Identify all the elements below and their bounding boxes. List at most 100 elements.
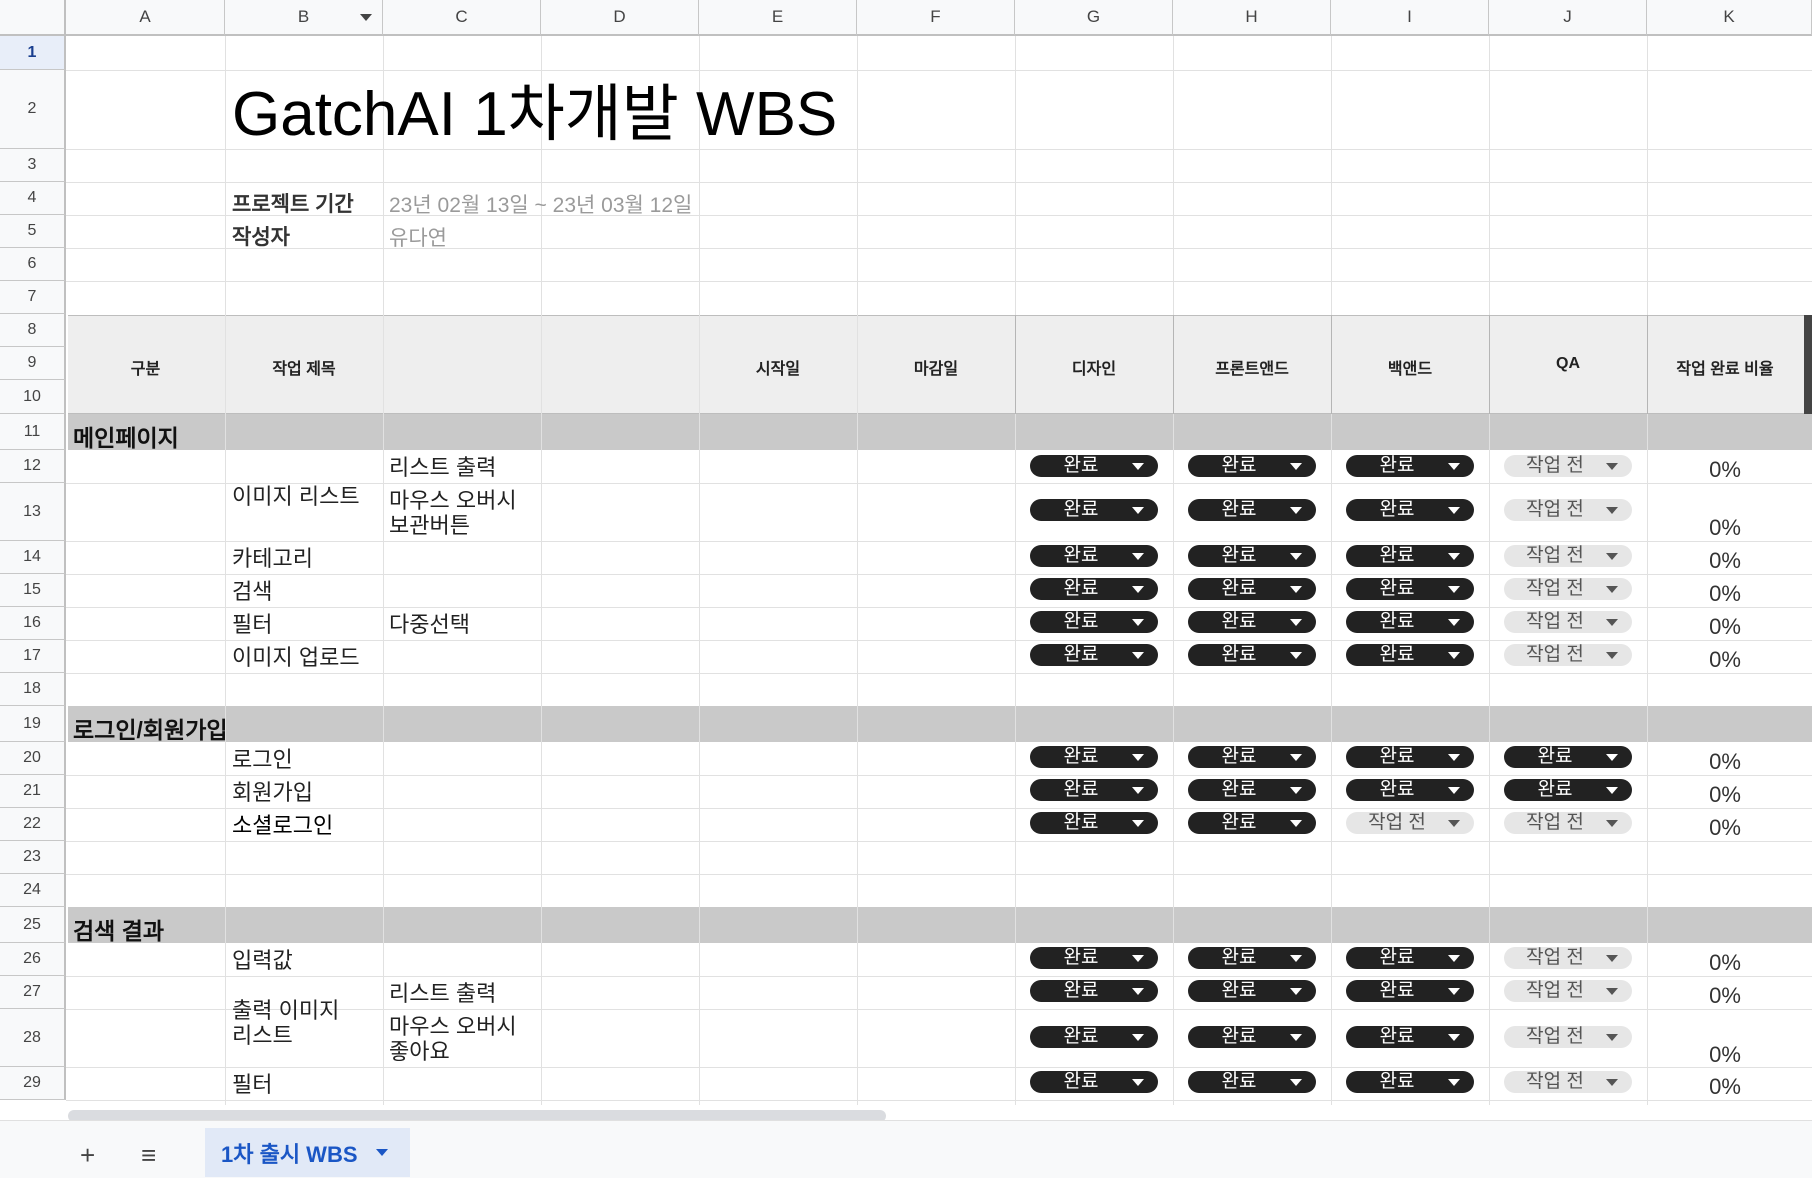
task-detail[interactable]: 마우스 오버시 — [389, 1014, 517, 1039]
task-detail[interactable]: 마우스 오버시 — [389, 488, 517, 513]
horizontal-scrollbar[interactable] — [68, 1110, 886, 1122]
row-header-18[interactable]: 18 — [0, 673, 66, 706]
design-status-dropdown[interactable]: 완료 — [1030, 611, 1158, 633]
row-header-16[interactable]: 16 — [0, 607, 66, 640]
row-header-15[interactable]: 15 — [0, 574, 66, 607]
design-status-dropdown[interactable]: 완료 — [1030, 1026, 1158, 1048]
column-header-g[interactable]: G — [1015, 0, 1173, 36]
row-header-10[interactable]: 10 — [0, 380, 66, 414]
design-status-dropdown[interactable]: 완료 — [1030, 644, 1158, 666]
completion-percent[interactable]: 0% — [1709, 614, 1741, 639]
row-header-29[interactable]: 29 — [0, 1067, 66, 1100]
design-status-dropdown[interactable]: 완료 — [1030, 947, 1158, 969]
qa-status-dropdown[interactable]: 작업 전 — [1504, 611, 1632, 633]
task-title[interactable]: 소셜로그인 — [232, 813, 334, 838]
completion-percent[interactable]: 0% — [1709, 1042, 1741, 1067]
row-header-12[interactable]: 12 — [0, 450, 66, 483]
completion-percent[interactable]: 0% — [1709, 950, 1741, 975]
task-title[interactable]: 이미지 리스트 — [232, 484, 360, 509]
column-header-c[interactable]: C — [383, 0, 541, 36]
sheet-tab-chevron-down-icon[interactable] — [375, 1149, 388, 1156]
task-detail[interactable]: 보관버튼 — [389, 513, 470, 538]
frontend-status-dropdown[interactable]: 완료 — [1188, 455, 1316, 477]
task-title[interactable]: 출력 이미지 — [232, 998, 340, 1023]
backend-status-dropdown[interactable]: 완료 — [1346, 578, 1474, 600]
row-header-28[interactable]: 28 — [0, 1009, 66, 1067]
frontend-status-dropdown[interactable]: 완료 — [1188, 545, 1316, 567]
frontend-status-dropdown[interactable]: 완료 — [1188, 947, 1316, 969]
frontend-status-dropdown[interactable]: 완료 — [1188, 779, 1316, 801]
frontend-status-dropdown[interactable]: 완료 — [1188, 644, 1316, 666]
column-header-b[interactable]: B — [225, 0, 383, 36]
backend-status-dropdown[interactable]: 완료 — [1346, 779, 1474, 801]
completion-percent[interactable]: 0% — [1709, 457, 1741, 482]
column-header-a[interactable]: A — [66, 0, 225, 36]
column-header-d[interactable]: D — [541, 0, 699, 36]
row-header-3[interactable]: 3 — [0, 149, 66, 182]
frontend-status-dropdown[interactable]: 완료 — [1188, 1071, 1316, 1093]
row-header-1[interactable]: 1 — [0, 36, 66, 70]
author-value[interactable]: 유다연 — [389, 227, 447, 250]
task-title[interactable]: 필터 — [232, 1072, 273, 1097]
row-header-27[interactable]: 27 — [0, 976, 66, 1009]
task-title[interactable]: 입력값 — [232, 948, 293, 973]
backend-status-dropdown[interactable]: 완료 — [1346, 455, 1474, 477]
task-title[interactable]: 로그인 — [232, 747, 293, 772]
design-status-dropdown[interactable]: 완료 — [1030, 1071, 1158, 1093]
frontend-status-dropdown[interactable]: 완료 — [1188, 578, 1316, 600]
design-status-dropdown[interactable]: 완료 — [1030, 746, 1158, 768]
row-header-11[interactable]: 11 — [0, 414, 66, 450]
backend-status-dropdown[interactable]: 완료 — [1346, 980, 1474, 1002]
task-title[interactable]: 검색 — [232, 579, 273, 604]
completion-percent[interactable]: 0% — [1709, 515, 1741, 540]
qa-status-dropdown[interactable]: 완료 — [1504, 746, 1632, 768]
task-detail[interactable]: 다중선택 — [389, 612, 470, 637]
row-header-8[interactable]: 8 — [0, 314, 66, 347]
column-header-i[interactable]: I — [1331, 0, 1489, 36]
task-title[interactable]: 회원가입 — [232, 780, 313, 805]
sheet-tab-active[interactable]: 1차 출시 WBS — [205, 1128, 410, 1177]
backend-status-dropdown[interactable]: 완료 — [1346, 545, 1474, 567]
design-status-dropdown[interactable]: 완료 — [1030, 578, 1158, 600]
spreadsheet-grid[interactable]: A B C D E F G H I J K 1 2 3 4 5 — [0, 0, 1812, 1105]
backend-status-dropdown[interactable]: 작업 전 — [1346, 812, 1474, 834]
completion-percent[interactable]: 0% — [1709, 749, 1741, 774]
completion-percent[interactable]: 0% — [1709, 1074, 1741, 1099]
select-all-corner[interactable] — [0, 0, 66, 36]
design-status-dropdown[interactable]: 완료 — [1030, 980, 1158, 1002]
frontend-status-dropdown[interactable]: 완료 — [1188, 499, 1316, 521]
row-header-7[interactable]: 7 — [0, 281, 66, 314]
task-title[interactable]: 카테고리 — [232, 546, 313, 571]
design-status-dropdown[interactable]: 완료 — [1030, 455, 1158, 477]
qa-status-dropdown[interactable]: 작업 전 — [1504, 1026, 1632, 1048]
column-header-h[interactable]: H — [1173, 0, 1331, 36]
all-sheets-menu-icon[interactable]: ≡ — [141, 1140, 157, 1170]
completion-percent[interactable]: 0% — [1709, 782, 1741, 807]
qa-status-dropdown[interactable]: 작업 전 — [1504, 455, 1632, 477]
backend-status-dropdown[interactable]: 완료 — [1346, 1071, 1474, 1093]
column-header-j[interactable]: J — [1489, 0, 1647, 36]
frontend-status-dropdown[interactable]: 완료 — [1188, 611, 1316, 633]
row-header-17[interactable]: 17 — [0, 640, 66, 673]
qa-status-dropdown[interactable]: 작업 전 — [1504, 578, 1632, 600]
design-status-dropdown[interactable]: 완료 — [1030, 499, 1158, 521]
row-header-14[interactable]: 14 — [0, 541, 66, 574]
frontend-status-dropdown[interactable]: 완료 — [1188, 812, 1316, 834]
task-title[interactable]: 필터 — [232, 612, 273, 637]
row-header-19[interactable]: 19 — [0, 706, 66, 742]
completion-percent[interactable]: 0% — [1709, 983, 1741, 1008]
row-header-21[interactable]: 21 — [0, 775, 66, 808]
row-header-23[interactable]: 23 — [0, 841, 66, 874]
design-status-dropdown[interactable]: 완료 — [1030, 545, 1158, 567]
qa-status-dropdown[interactable]: 작업 전 — [1504, 1071, 1632, 1093]
row-header-9[interactable]: 9 — [0, 347, 66, 380]
backend-status-dropdown[interactable]: 완료 — [1346, 644, 1474, 666]
qa-status-dropdown[interactable]: 완료 — [1504, 779, 1632, 801]
row-header-20[interactable]: 20 — [0, 742, 66, 775]
completion-percent[interactable]: 0% — [1709, 581, 1741, 606]
task-detail[interactable]: 리스트 출력 — [389, 455, 497, 480]
frontend-status-dropdown[interactable]: 완료 — [1188, 1026, 1316, 1048]
qa-status-dropdown[interactable]: 작업 전 — [1504, 499, 1632, 521]
row-header-13[interactable]: 13 — [0, 483, 66, 541]
task-detail[interactable]: 리스트 출력 — [389, 981, 497, 1006]
